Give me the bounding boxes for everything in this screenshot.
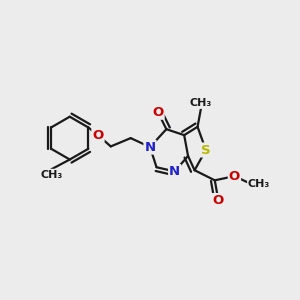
Text: CH₃: CH₃ (248, 179, 270, 189)
Text: O: O (229, 170, 240, 183)
Text: S: S (201, 143, 211, 157)
Text: N: N (144, 140, 156, 154)
Text: O: O (92, 129, 104, 142)
Text: N: N (169, 165, 180, 178)
Text: O: O (213, 194, 224, 207)
Text: CH₃: CH₃ (40, 170, 62, 180)
Text: CH₃: CH₃ (190, 98, 212, 108)
Text: O: O (152, 106, 164, 119)
